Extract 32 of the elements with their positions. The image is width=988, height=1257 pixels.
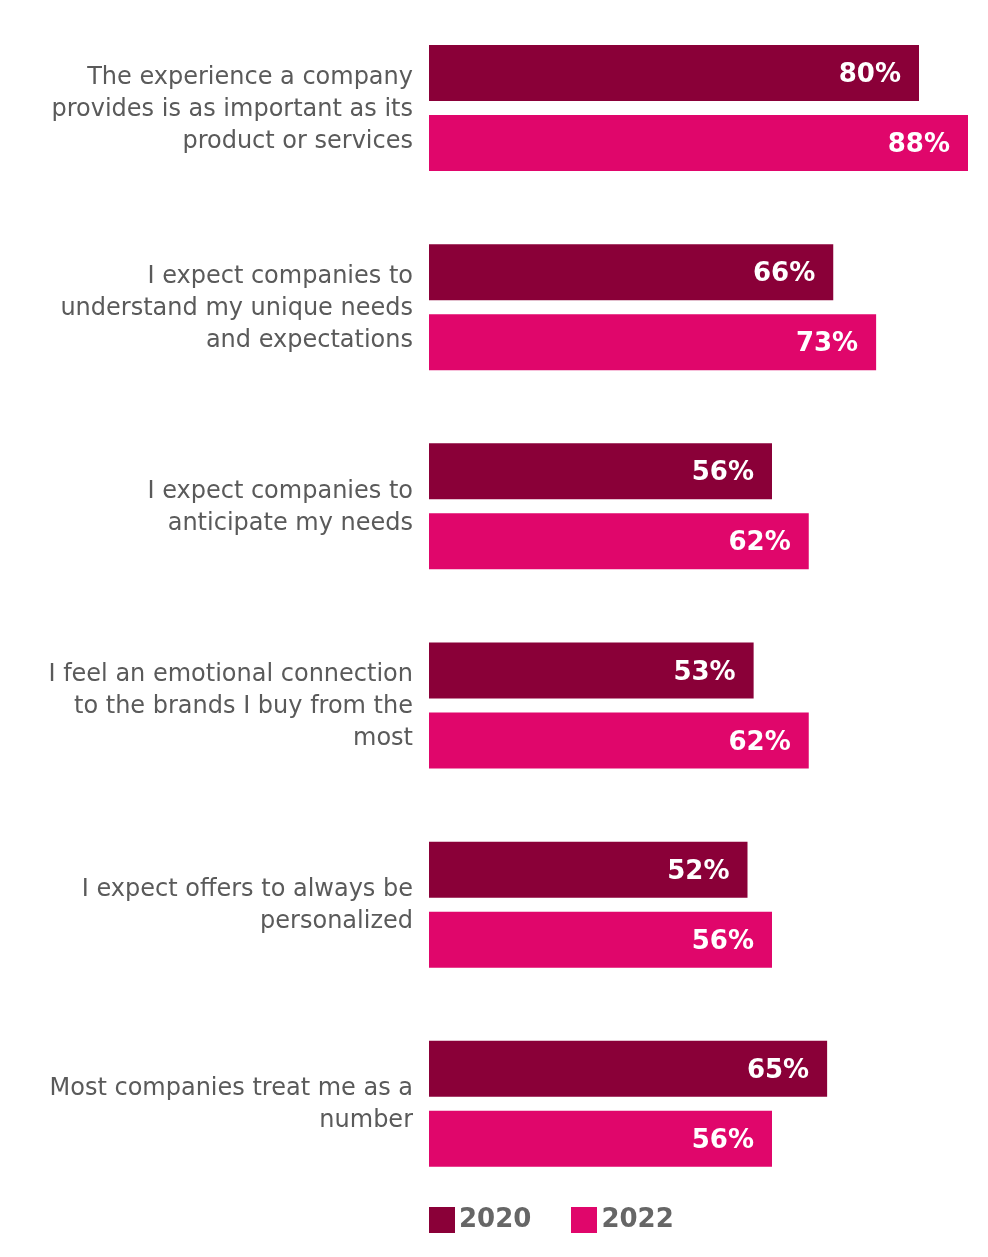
bar: [429, 244, 834, 301]
y-tick-label: I expect offers to always be personalized: [80, 873, 413, 937]
bar: [429, 712, 809, 769]
data-label: 66%: [753, 257, 816, 288]
data-label: 52%: [667, 854, 730, 885]
bar: [429, 911, 772, 968]
data-label: 56%: [691, 924, 754, 955]
data-label: 56%: [691, 1123, 754, 1154]
legend-label: 2020: [459, 1203, 532, 1233]
y-tick-label: I expect companies to understand my unique needs and expectations: [59, 259, 413, 355]
y-tick-label: I expect companies to anticipate my needs: [146, 474, 413, 538]
data-label: 62%: [728, 526, 791, 557]
bar: [429, 314, 877, 371]
bar: [429, 443, 772, 500]
data-label: 80%: [838, 58, 901, 89]
legend-label: 2022: [601, 1203, 674, 1233]
y-tick-label: Most companies treat me as a number: [48, 1072, 413, 1136]
data-label: 65%: [746, 1053, 810, 1084]
bar: [429, 45, 919, 101]
data-label: 53%: [673, 655, 736, 686]
bar: [429, 642, 754, 699]
bar: [429, 513, 809, 570]
bar: [429, 841, 748, 898]
bar: [429, 1040, 828, 1097]
y-tick-label: I feel an emotional connection to the brands I buy from the most: [47, 658, 413, 754]
data-label: 73%: [795, 327, 859, 358]
y-tick-label: The experience a company provides is as important as its product or services: [50, 60, 413, 156]
bar: [429, 1110, 772, 1167]
data-label: 62%: [728, 725, 791, 756]
data-label: 88%: [887, 128, 950, 159]
data-label: 56%: [691, 456, 754, 487]
bar: [429, 115, 968, 171]
